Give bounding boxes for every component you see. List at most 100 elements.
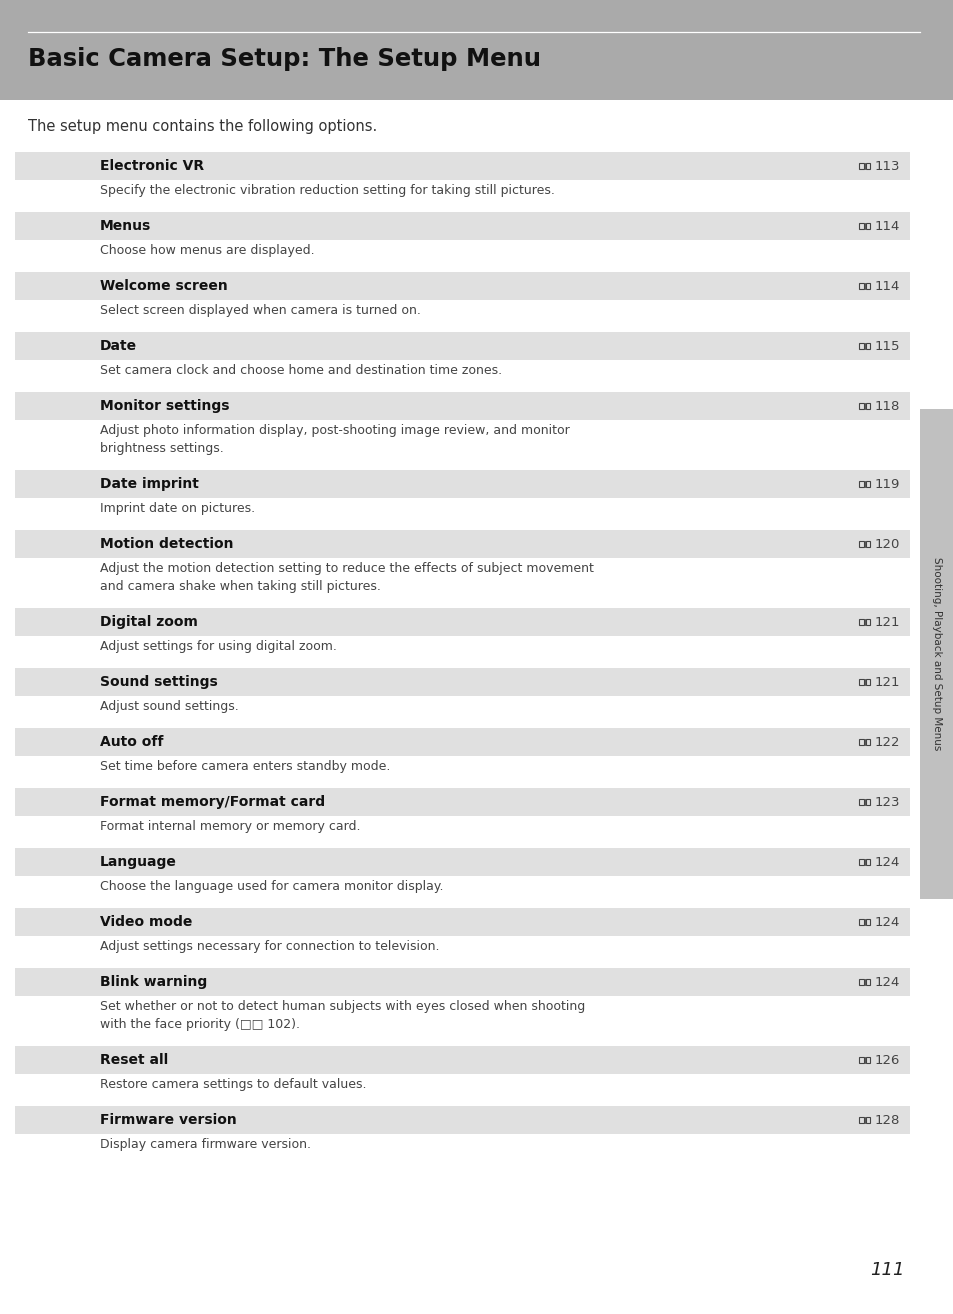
- Bar: [859, 222, 863, 230]
- Bar: [864, 222, 869, 230]
- Text: 114: 114: [874, 219, 900, 233]
- Bar: [859, 1056, 863, 1063]
- Text: Choose the language used for camera monitor display.: Choose the language used for camera moni…: [100, 880, 443, 894]
- Text: Format internal memory or memory card.: Format internal memory or memory card.: [100, 820, 360, 833]
- Text: Set time before camera enters standby mode.: Set time before camera enters standby mo…: [100, 759, 390, 773]
- Text: Display camera firmware version.: Display camera firmware version.: [100, 1138, 311, 1151]
- Bar: [864, 1117, 869, 1123]
- Bar: [859, 402, 863, 409]
- Text: Adjust the motion detection setting to reduce the effects of subject movement
an: Adjust the motion detection setting to r…: [100, 562, 594, 593]
- Bar: [15, 908, 909, 936]
- Text: Choose how menus are displayed.: Choose how menus are displayed.: [100, 244, 314, 258]
- Text: Specify the electronic vibration reduction setting for taking still pictures.: Specify the electronic vibration reducti…: [100, 184, 555, 197]
- Text: 113: 113: [874, 159, 900, 172]
- Bar: [859, 859, 863, 866]
- Text: Auto off: Auto off: [100, 735, 163, 749]
- Text: Adjust photo information display, post-shooting image review, and monitor
bright: Adjust photo information display, post-s…: [100, 424, 569, 455]
- Bar: [859, 918, 863, 925]
- Text: 115: 115: [874, 339, 900, 352]
- Bar: [919, 409, 953, 899]
- Text: Blink warning: Blink warning: [100, 975, 207, 989]
- Bar: [864, 481, 869, 487]
- Text: Reset all: Reset all: [100, 1053, 168, 1067]
- Bar: [15, 392, 909, 420]
- Text: Set camera clock and choose home and destination time zones.: Set camera clock and choose home and des…: [100, 364, 501, 377]
- Bar: [15, 152, 909, 180]
- Text: Adjust settings necessary for connection to television.: Adjust settings necessary for connection…: [100, 940, 439, 953]
- Text: 119: 119: [874, 477, 900, 490]
- Bar: [15, 1046, 909, 1074]
- Text: 124: 124: [874, 975, 900, 988]
- Bar: [859, 283, 863, 289]
- Bar: [15, 212, 909, 240]
- Text: Adjust settings for using digital zoom.: Adjust settings for using digital zoom.: [100, 640, 336, 653]
- Bar: [864, 283, 869, 289]
- Text: 118: 118: [874, 399, 900, 413]
- Bar: [864, 979, 869, 986]
- Bar: [859, 481, 863, 487]
- Text: Sound settings: Sound settings: [100, 675, 217, 689]
- Text: Format memory/Format card: Format memory/Format card: [100, 795, 325, 809]
- Text: Video mode: Video mode: [100, 915, 193, 929]
- Bar: [864, 540, 869, 548]
- Text: 114: 114: [874, 280, 900, 293]
- Text: Firmware version: Firmware version: [100, 1113, 236, 1127]
- Text: Imprint date on pictures.: Imprint date on pictures.: [100, 502, 254, 515]
- Text: Basic Camera Setup: The Setup Menu: Basic Camera Setup: The Setup Menu: [28, 47, 540, 71]
- Text: Motion detection: Motion detection: [100, 537, 233, 551]
- Bar: [864, 738, 869, 745]
- Text: 121: 121: [874, 675, 900, 689]
- Bar: [864, 799, 869, 805]
- Bar: [859, 540, 863, 548]
- Text: Date: Date: [100, 339, 137, 353]
- Text: Set whether or not to detect human subjects with eyes closed when shooting
with : Set whether or not to detect human subje…: [100, 1000, 584, 1031]
- Bar: [859, 738, 863, 745]
- Bar: [15, 608, 909, 636]
- Bar: [15, 968, 909, 996]
- Bar: [859, 799, 863, 805]
- Text: 121: 121: [874, 615, 900, 628]
- Text: Adjust sound settings.: Adjust sound settings.: [100, 700, 238, 714]
- Text: 120: 120: [874, 537, 900, 551]
- Bar: [864, 619, 869, 625]
- Bar: [15, 848, 909, 876]
- Text: 124: 124: [874, 855, 900, 869]
- Text: The setup menu contains the following options.: The setup menu contains the following op…: [28, 120, 376, 134]
- Bar: [864, 1056, 869, 1063]
- Text: Restore camera settings to default values.: Restore camera settings to default value…: [100, 1077, 366, 1091]
- Text: 126: 126: [874, 1054, 900, 1067]
- Text: 128: 128: [874, 1113, 900, 1126]
- Bar: [864, 163, 869, 170]
- Bar: [864, 402, 869, 409]
- Bar: [864, 918, 869, 925]
- Text: Date imprint: Date imprint: [100, 477, 198, 491]
- Text: Shooting, Playback and Setup Menus: Shooting, Playback and Setup Menus: [931, 557, 941, 750]
- Text: 124: 124: [874, 916, 900, 929]
- Text: Welcome screen: Welcome screen: [100, 279, 228, 293]
- Text: 111: 111: [869, 1261, 904, 1279]
- Bar: [15, 788, 909, 816]
- Bar: [15, 530, 909, 558]
- Bar: [859, 343, 863, 350]
- Text: 123: 123: [874, 795, 900, 808]
- Text: 122: 122: [874, 736, 900, 749]
- Bar: [0, 0, 953, 100]
- Text: Select screen displayed when camera is turned on.: Select screen displayed when camera is t…: [100, 304, 420, 317]
- Text: Menus: Menus: [100, 219, 152, 233]
- Bar: [864, 343, 869, 350]
- Bar: [15, 1106, 909, 1134]
- Bar: [859, 679, 863, 686]
- Bar: [859, 979, 863, 986]
- Bar: [15, 668, 909, 696]
- Bar: [15, 470, 909, 498]
- Bar: [859, 1117, 863, 1123]
- Bar: [859, 619, 863, 625]
- Bar: [15, 728, 909, 756]
- Bar: [15, 272, 909, 300]
- Text: Language: Language: [100, 855, 176, 869]
- Text: Digital zoom: Digital zoom: [100, 615, 197, 629]
- Bar: [864, 859, 869, 866]
- Bar: [15, 332, 909, 360]
- Bar: [864, 679, 869, 686]
- Text: Electronic VR: Electronic VR: [100, 159, 204, 173]
